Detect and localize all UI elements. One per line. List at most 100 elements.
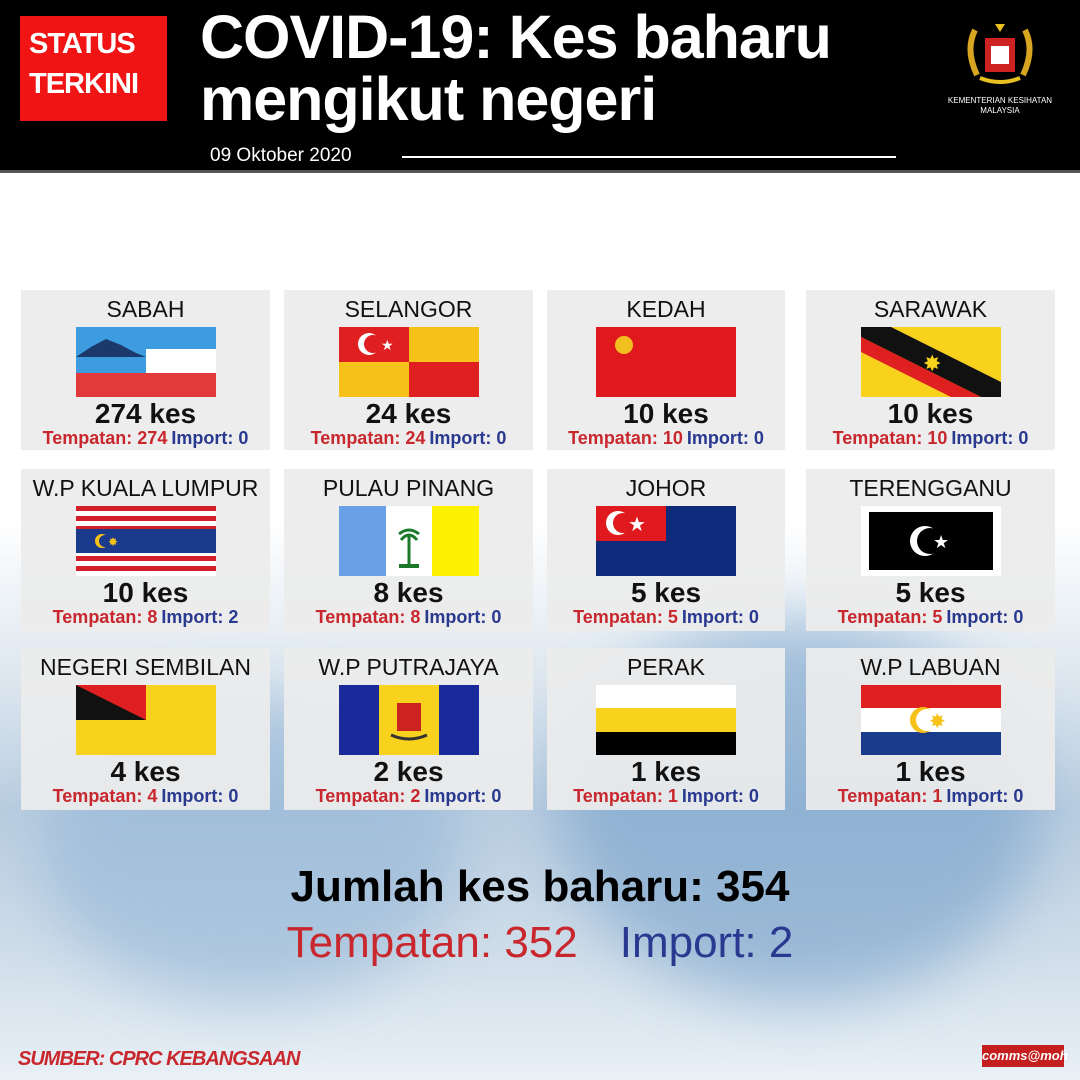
state-breakdown: Tempatan: 5 Import: 0 bbox=[547, 607, 785, 628]
import-cases: Import: 0 bbox=[946, 786, 1024, 806]
comms-tag: comms@moh bbox=[982, 1045, 1068, 1067]
selangor-flag-icon: ★ bbox=[338, 327, 479, 397]
state-card: W.P LABUAN ✸ 1 kes Tempatan: 1 Import: 0 bbox=[806, 648, 1055, 810]
state-card: W.P PUTRAJAYA 2 kes Tempatan: 2 Import: 0 bbox=[284, 648, 533, 810]
local-cases: Tempatan: 1 bbox=[837, 786, 943, 806]
import-cases: Import: 0 bbox=[681, 607, 759, 627]
state-card: SELANGOR ★ 24 kes Tempatan: 24 Import: 0 bbox=[284, 290, 533, 450]
local-cases: Tempatan: 2 bbox=[315, 786, 421, 806]
import-cases: Import: 0 bbox=[424, 607, 502, 627]
state-breakdown: Tempatan: 10 Import: 0 bbox=[547, 428, 785, 449]
state-card: SABAH 274 kes Tempatan: 274 Import: 0 bbox=[21, 290, 270, 450]
date: 09 Oktober 2020 bbox=[210, 145, 352, 166]
state-total: 2 kes bbox=[373, 756, 444, 787]
svg-text:★: ★ bbox=[381, 337, 394, 353]
local-cases: Tempatan: 4 bbox=[52, 786, 158, 806]
local-cases: Tempatan: 1 bbox=[573, 786, 678, 806]
import-cases: Import: 0 bbox=[161, 786, 239, 806]
state-name: NEGERI SEMBILAN bbox=[40, 654, 251, 680]
state-name: KEDAH bbox=[626, 296, 706, 322]
import-cases: Import: 0 bbox=[424, 786, 502, 806]
divider bbox=[402, 156, 896, 158]
state-total: 10 kes bbox=[102, 577, 189, 608]
coat-of-arms-logo bbox=[967, 24, 1033, 84]
import-cases: Import: 0 bbox=[686, 428, 764, 448]
total-import: Import: 2 bbox=[619, 918, 794, 967]
import-cases: Import: 0 bbox=[429, 428, 507, 448]
svg-text:✸: ✸ bbox=[923, 351, 941, 376]
state-card: JOHOR ★ 5 kes Tempatan: 5 Import: 0 bbox=[547, 469, 785, 631]
state-total: 5 kes bbox=[630, 577, 702, 608]
import-cases: Import: 0 bbox=[681, 786, 759, 806]
state-total: 274 kes bbox=[94, 398, 197, 429]
state-card: TERENGGANU ★ 5 kes Tempatan: 5 Import: 0 bbox=[806, 469, 1055, 631]
local-cases: Tempatan: 10 bbox=[568, 428, 683, 448]
state-total: 4 kes bbox=[110, 756, 181, 787]
state-breakdown: Tempatan: 8 Import: 2 bbox=[21, 607, 270, 628]
state-total: 10 kes bbox=[887, 398, 974, 429]
local-cases: Tempatan: 274 bbox=[42, 428, 168, 448]
state-breakdown: Tempatan: 2 Import: 0 bbox=[284, 786, 533, 807]
status-badge: STATUS TERKINI bbox=[20, 16, 167, 121]
svg-text:★: ★ bbox=[628, 514, 646, 536]
import-cases: Import: 2 bbox=[161, 607, 239, 627]
state-name: W.P KUALA LUMPUR bbox=[32, 475, 259, 501]
labuan-flag-icon: ✸ bbox=[860, 685, 1001, 755]
local-cases: Tempatan: 8 bbox=[52, 607, 158, 627]
state-name: W.P LABUAN bbox=[860, 654, 1001, 680]
local-cases: Tempatan: 5 bbox=[573, 607, 678, 627]
state-breakdown: Tempatan: 24 Import: 0 bbox=[284, 428, 533, 449]
state-total: 24 kes bbox=[365, 398, 452, 429]
state-card: NEGERI SEMBILAN 4 kes Tempatan: 4 Import:… bbox=[21, 648, 270, 810]
state-total: 5 kes bbox=[895, 577, 966, 608]
state-name: TERENGGANU bbox=[849, 475, 1012, 501]
perak-flag-icon bbox=[596, 685, 736, 755]
svg-text:✸: ✸ bbox=[929, 711, 946, 733]
kuala-lumpur-flag-icon: ✸ bbox=[75, 506, 216, 576]
page-title: COVID-19: Kes baharu mengikut negeri bbox=[200, 3, 832, 133]
state-name: SABAH bbox=[106, 296, 185, 322]
import-cases: Import: 0 bbox=[946, 607, 1024, 627]
johor-flag-icon: ★ bbox=[596, 506, 736, 576]
import-cases: Import: 0 bbox=[171, 428, 249, 448]
total-cases: Jumlah kes baharu: 354 bbox=[290, 862, 790, 911]
sarawak-flag-icon: ✸ bbox=[860, 327, 1001, 397]
state-breakdown: Tempatan: 5 Import: 0 bbox=[806, 607, 1055, 628]
svg-text:★: ★ bbox=[933, 532, 949, 552]
kedah-flag-icon bbox=[596, 327, 736, 397]
terengganu-flag-icon: ★ bbox=[860, 506, 1001, 576]
local-cases: Tempatan: 24 bbox=[310, 428, 426, 448]
state-name: SARAWAK bbox=[873, 296, 988, 322]
local-cases: Tempatan: 5 bbox=[837, 607, 943, 627]
state-breakdown: Tempatan: 1 Import: 0 bbox=[806, 786, 1055, 807]
badge-line1: STATUS bbox=[29, 28, 136, 60]
source-label: SUMBER: CPRC KEBANGSAAN bbox=[18, 1048, 300, 1070]
total-local: Tempatan: 352 bbox=[286, 918, 578, 967]
state-card: SARAWAK ✸ 10 kes Tempatan: 10 Import: 0 bbox=[806, 290, 1055, 450]
state-total: 1 kes bbox=[630, 756, 702, 787]
header: STATUS TERKINI COVID-19: Kes baharu mengik… bbox=[0, 0, 1080, 173]
title-line2: mengikut negeri bbox=[200, 65, 657, 133]
negeri-sembilan-flag-icon bbox=[75, 685, 216, 755]
state-card: KEDAH 10 kes Tempatan: 10 Import: 0 bbox=[547, 290, 785, 450]
local-cases: Tempatan: 8 bbox=[315, 607, 421, 627]
state-total: 10 kes bbox=[623, 398, 709, 429]
state-breakdown: Tempatan: 274 Import: 0 bbox=[21, 428, 270, 449]
state-breakdown: Tempatan: 4 Import: 0 bbox=[21, 786, 270, 807]
state-breakdown: Tempatan: 8 Import: 0 bbox=[284, 607, 533, 628]
title-line1: COVID-19: Kes baharu bbox=[200, 3, 832, 71]
state-card: PULAU PINANG 8 kes Tempatan: 8 Import: 0 bbox=[284, 469, 533, 631]
state-card: PERAK 1 kes Tempatan: 1 Import: 0 bbox=[547, 648, 785, 810]
local-cases: Tempatan: 10 bbox=[832, 428, 948, 448]
svg-text:✸: ✸ bbox=[108, 535, 118, 549]
putrajaya-flag-icon bbox=[338, 685, 479, 755]
state-breakdown: Tempatan: 10 Import: 0 bbox=[806, 428, 1055, 449]
penang-flag-icon bbox=[338, 506, 479, 576]
state-name: JOHOR bbox=[625, 475, 707, 501]
state-name: PULAU PINANG bbox=[322, 475, 495, 501]
state-name: SELANGOR bbox=[344, 296, 473, 322]
state-name: PERAK bbox=[627, 654, 705, 680]
summary-breakdown: Tempatan: 352 Import: 2 bbox=[0, 918, 1080, 968]
state-total: 1 kes bbox=[895, 756, 966, 787]
state-card: W.P KUALA LUMPUR ✸ 10 kes Tempatan: 8 Imp… bbox=[21, 469, 270, 631]
